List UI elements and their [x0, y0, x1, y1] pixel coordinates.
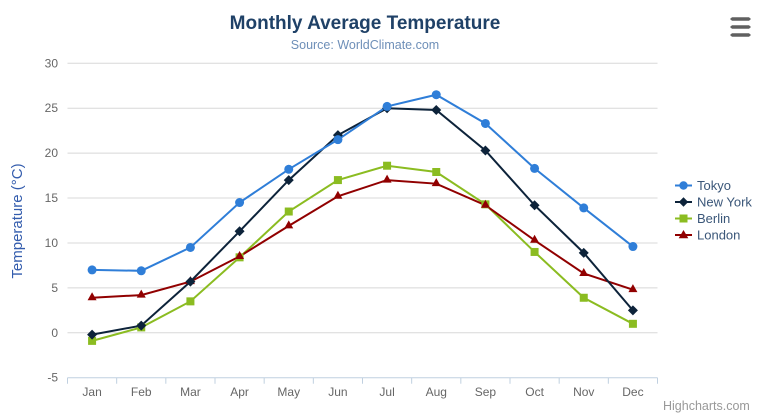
svg-text:15: 15 — [45, 191, 59, 205]
svg-text:30: 30 — [45, 56, 59, 70]
svg-text:Temperature (°C): Temperature (°C) — [9, 163, 26, 278]
svg-text:Berlin: Berlin — [697, 211, 730, 226]
svg-text:Jul: Jul — [379, 385, 394, 399]
svg-text:Jan: Jan — [82, 385, 101, 399]
svg-text:New York: New York — [697, 195, 752, 210]
svg-text:Apr: Apr — [230, 385, 249, 399]
svg-text:Aug: Aug — [426, 385, 447, 399]
svg-text:0: 0 — [51, 326, 58, 340]
svg-text:Feb: Feb — [131, 385, 152, 399]
svg-text:Dec: Dec — [622, 385, 643, 399]
svg-text:May: May — [277, 385, 300, 399]
svg-text:Mar: Mar — [180, 385, 201, 399]
svg-text:20: 20 — [45, 146, 59, 160]
svg-text:10: 10 — [45, 236, 59, 250]
svg-text:25: 25 — [45, 101, 59, 115]
svg-text:Oct: Oct — [525, 385, 544, 399]
svg-text:Tokyo: Tokyo — [697, 178, 731, 193]
svg-text:London: London — [697, 228, 740, 243]
svg-text:-5: -5 — [47, 371, 58, 385]
svg-text:Jun: Jun — [328, 385, 347, 399]
svg-text:Nov: Nov — [573, 385, 594, 399]
svg-text:5: 5 — [51, 281, 58, 295]
svg-text:Sep: Sep — [475, 385, 497, 399]
